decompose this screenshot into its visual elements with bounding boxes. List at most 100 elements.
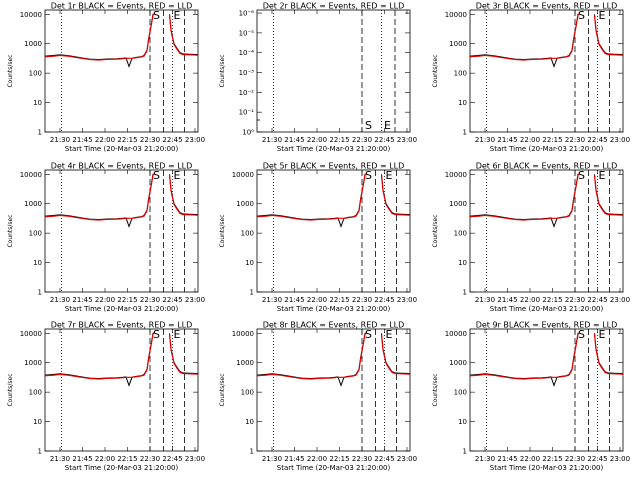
- lld-line: [44, 13, 199, 61]
- start-marker-S: S: [153, 9, 160, 22]
- x-tick-label: 23:00: [185, 455, 205, 463]
- x-axis-label: Start Time (20-Mar-03 21:20:00): [277, 464, 391, 472]
- x-tick-label: 22:30: [352, 455, 372, 463]
- plot-frame: [469, 9, 624, 133]
- x-tick-label: 22:15: [542, 296, 562, 304]
- y-tick-label: 10: [458, 99, 467, 107]
- lld-line: [256, 173, 411, 221]
- lld-line: [256, 332, 411, 380]
- y-tick-label: 10⁻¹: [239, 109, 255, 117]
- x-tick-label: 23:00: [397, 296, 417, 304]
- x-tick-label: 22:45: [162, 136, 182, 144]
- x-axis-label: Start Time (20-Mar-03 21:20:00): [277, 305, 391, 313]
- x-tick-label: 22:00: [95, 296, 115, 304]
- x-tick-label: 23:00: [397, 136, 417, 144]
- y-tick-label: 1000: [24, 40, 42, 48]
- x-tick-label: 22:30: [140, 136, 160, 144]
- x-tick-label: 22:45: [587, 136, 607, 144]
- x-tick-label: 22:30: [565, 455, 585, 463]
- y-axis-label: Counts/sec: [7, 214, 14, 247]
- y-tick-label: 1: [250, 448, 254, 456]
- start-marker-S: S: [153, 328, 160, 341]
- x-tick-label: 22:45: [374, 455, 394, 463]
- x-tick-label: 22:45: [587, 296, 607, 304]
- panel-title: Det 8r BLACK = Events, RED = LLD: [263, 321, 405, 330]
- y-tick-label: 1: [463, 129, 467, 137]
- start-marker-S: S: [578, 9, 585, 22]
- y-axis-label: Counts/sec: [432, 214, 439, 247]
- panel-title: Det 6r BLACK = Events, RED = LLD: [476, 162, 618, 171]
- x-tick-label: 22:45: [162, 455, 182, 463]
- x-tick-label: 22:00: [95, 455, 115, 463]
- y-tick-label: 100: [29, 230, 42, 238]
- plot-frame: [44, 169, 199, 293]
- x-tick-label: 21:30: [475, 296, 495, 304]
- x-axis-label: Start Time (20-Mar-03 21:20:00): [65, 464, 179, 472]
- plot-frame: [469, 328, 624, 452]
- y-tick-label: 1000: [449, 200, 467, 208]
- x-tick-label: 22:15: [542, 455, 562, 463]
- y-tick-label: 1: [38, 448, 42, 456]
- plot-frame: [256, 9, 411, 133]
- y-tick-label: 10000: [445, 330, 467, 338]
- lld-line: [44, 332, 199, 380]
- x-tick-label: 22:30: [140, 296, 160, 304]
- lld-line: [469, 173, 624, 221]
- x-tick-label: 22:30: [565, 136, 585, 144]
- lld-line: [469, 13, 624, 61]
- x-tick-label: 21:30: [50, 455, 70, 463]
- y-tick-label: 10000: [445, 171, 467, 179]
- panel-title: Det 1r BLACK = Events, RED = LLD: [51, 2, 193, 11]
- y-tick-label: 100: [454, 230, 467, 238]
- x-tick-label: 22:45: [587, 455, 607, 463]
- x-tick-label: 22:15: [329, 455, 349, 463]
- end-marker-E: E: [386, 169, 393, 182]
- x-tick-label: 23:00: [185, 296, 205, 304]
- y-tick-label: 1000: [24, 200, 42, 208]
- panel-1: Det 1r BLACK = Events, RED = LLD 21:30 21:…: [7, 2, 205, 154]
- panel-4: Det 4r BLACK = Events, RED = LLD 21:30 21:…: [7, 162, 205, 314]
- plot-frame: [256, 169, 411, 293]
- y-tick-label: 1000: [236, 359, 254, 367]
- y-axis-label: Counts/sec: [219, 373, 226, 406]
- x-tick-label: 21:30: [475, 455, 495, 463]
- plot-frame: [44, 9, 199, 133]
- x-tick-label: 23:00: [610, 136, 630, 144]
- y-tick-label: 1: [38, 289, 42, 297]
- x-axis-label: Start Time (20-Mar-03 21:20:00): [490, 464, 604, 472]
- x-tick-label: 22:00: [520, 455, 540, 463]
- x-tick-label: 23:00: [610, 296, 630, 304]
- x-tick-label: 22:15: [542, 136, 562, 144]
- end-marker-E: E: [386, 328, 393, 341]
- x-tick-label: 21:45: [284, 455, 304, 463]
- y-tick-label: 10000: [20, 11, 42, 19]
- panel-title: Det 2r BLACK = Events, RED = LLD: [263, 2, 405, 11]
- x-tick-label: 22:30: [352, 296, 372, 304]
- x-tick-label: 21:45: [497, 136, 517, 144]
- lld-line: [469, 332, 624, 380]
- y-tick-label: 10⁰: [242, 129, 254, 137]
- y-tick-label: 10: [245, 259, 254, 267]
- x-tick-label: 21:30: [262, 455, 282, 463]
- end-marker-E: E: [174, 169, 181, 182]
- x-tick-label: 21:45: [497, 455, 517, 463]
- start-marker-S: S: [365, 328, 372, 341]
- y-tick-label: 10: [33, 99, 42, 107]
- lld-line: [44, 173, 199, 221]
- y-tick-label: 10⁻⁵: [239, 29, 255, 37]
- x-tick-label: 22:30: [140, 455, 160, 463]
- end-marker-E: E: [174, 9, 181, 22]
- x-tick-label: 21:30: [262, 136, 282, 144]
- y-tick-label: 10000: [20, 171, 42, 179]
- panel-2: Det 2r BLACK = Events, RED = LLD 21:30 21:…: [219, 2, 417, 154]
- x-tick-label: 22:45: [374, 136, 394, 144]
- x-axis-label: Start Time (20-Mar-03 21:20:00): [65, 305, 179, 313]
- x-tick-label: 21:30: [262, 296, 282, 304]
- x-tick-label: 22:30: [352, 136, 372, 144]
- y-tick-label: 10⁻³: [239, 69, 255, 77]
- x-tick-label: 21:30: [50, 296, 70, 304]
- y-tick-label: 10000: [232, 171, 254, 179]
- y-tick-label: 100: [241, 230, 254, 238]
- y-tick-label: 10: [458, 259, 467, 267]
- x-tick-label: 22:00: [95, 136, 115, 144]
